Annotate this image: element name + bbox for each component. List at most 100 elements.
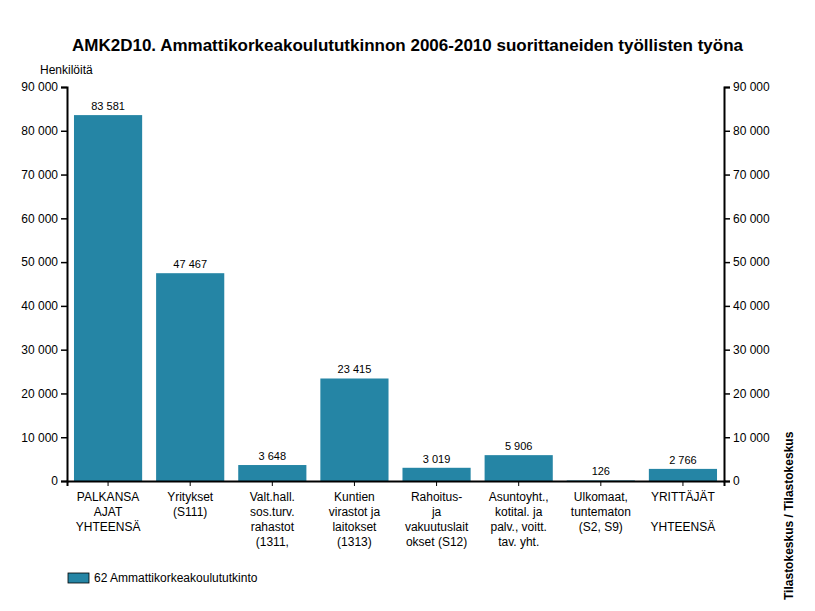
tick: 60 000 xyxy=(724,212,770,226)
tick-label: 70 000 xyxy=(21,168,58,182)
tick-mark xyxy=(61,393,67,395)
tick-mark xyxy=(724,306,730,308)
tick: 90 000 xyxy=(21,80,67,94)
tick: 0 xyxy=(724,474,740,488)
tick-label: Kuntienvirastot jalaitokset(1313) xyxy=(329,490,381,549)
tick-mark xyxy=(724,174,730,176)
tick-label: 90 000 xyxy=(733,80,770,94)
tick-label: YRITTÄJÄTYHTEENSÄ xyxy=(651,490,716,534)
tick-mark xyxy=(61,87,67,89)
data-label: 23 415 xyxy=(338,363,372,375)
tick: 10 000 xyxy=(724,431,770,445)
tick-mark xyxy=(682,481,683,486)
tick-mark xyxy=(724,87,730,89)
bar xyxy=(238,465,306,481)
tick: 30 000 xyxy=(724,343,770,357)
tick-mark xyxy=(61,218,67,220)
tick: PALKANSAAJATYHTEENSÄ xyxy=(76,481,141,534)
tick-mark xyxy=(61,131,67,133)
tick-mark xyxy=(108,481,109,486)
tick-mark xyxy=(61,437,67,439)
bar xyxy=(402,468,470,481)
y-axis: 010 00020 00030 00040 00050 00060 00070 … xyxy=(21,80,67,488)
tick-label: 0 xyxy=(51,474,58,488)
tick-mark xyxy=(436,481,437,486)
bar xyxy=(485,455,553,481)
axis-line xyxy=(68,482,725,487)
data-label: 3 019 xyxy=(423,453,451,465)
tick: 50 000 xyxy=(21,255,67,269)
x-axis: PALKANSAAJATYHTEENSÄ Yritykset(S111) Valt.… xyxy=(68,481,725,549)
tick-mark xyxy=(61,174,67,176)
data-labels: 83 58147 4673 64823 4153 0195 9061262 76… xyxy=(91,100,696,477)
axis-line xyxy=(61,88,68,482)
tick-mark xyxy=(61,262,67,264)
tick-label: 30 000 xyxy=(21,343,58,357)
title: AMK2D10. Ammattikorkeakoulututkinnon 200… xyxy=(72,36,744,55)
tick: 60 000 xyxy=(21,212,67,226)
tick: 20 000 xyxy=(724,387,770,401)
tick-label: 30 000 xyxy=(733,343,770,357)
bar xyxy=(156,273,224,481)
tick-mark xyxy=(724,262,730,264)
tick-mark xyxy=(272,481,273,486)
tick: 20 000 xyxy=(21,387,67,401)
tick: Ulkomaat,tuntematon(S2, S9) xyxy=(571,481,631,534)
tick: 0 xyxy=(51,474,67,488)
legend-swatch xyxy=(68,573,89,583)
tick-label: 50 000 xyxy=(21,255,58,269)
source: Tilastokeskus / Tilastokeskus xyxy=(782,431,796,600)
tick: 70 000 xyxy=(21,168,67,182)
tick: 80 000 xyxy=(724,124,770,138)
tick: Kuntienvirastot jalaitokset(1313) xyxy=(329,481,381,549)
tick-label: 10 000 xyxy=(733,431,770,445)
data-label: 5 906 xyxy=(505,440,533,452)
tick-mark xyxy=(724,218,730,220)
tick-label: 90 000 xyxy=(21,80,58,94)
tick-label: 40 000 xyxy=(21,299,58,313)
tick-label: 0 xyxy=(733,474,740,488)
chart: 83 58147 4673 64823 4153 0195 9061262 76… xyxy=(0,0,815,611)
tick-label: 40 000 xyxy=(733,299,770,313)
tick-mark xyxy=(724,349,730,351)
bar xyxy=(74,115,142,481)
tick-label: 70 000 xyxy=(733,168,770,182)
tick: 80 000 xyxy=(21,124,67,138)
tick: Rahoitus-javakuutuslaitokset (S12) xyxy=(405,481,469,549)
tick-label: PALKANSAAJATYHTEENSÄ xyxy=(76,490,141,534)
tick-label: Rahoitus-javakuutuslaitokset (S12) xyxy=(405,490,469,549)
tick-mark xyxy=(354,481,355,486)
tick-label: Yritykset(S111) xyxy=(167,490,214,519)
tick-label: Asuntoyht.,kotital. japalv., voitt.tav. … xyxy=(489,490,549,549)
tick-mark xyxy=(518,481,519,486)
tick: 30 000 xyxy=(21,343,67,357)
tick-mark xyxy=(724,437,730,439)
tick-mark xyxy=(724,131,730,133)
bar xyxy=(649,469,717,481)
tick: 40 000 xyxy=(724,299,770,313)
tick: 70 000 xyxy=(724,168,770,182)
tick-label: 80 000 xyxy=(21,124,58,138)
axis-line xyxy=(725,88,731,482)
tick-label: Ulkomaat,tuntematon(S2, S9) xyxy=(571,490,631,534)
tick-label: 20 000 xyxy=(733,387,770,401)
tick-mark xyxy=(190,481,191,486)
y-axis-title: Henkilöitä xyxy=(40,63,93,77)
tick: YRITTÄJÄTYHTEENSÄ xyxy=(651,481,716,534)
data-label: 126 xyxy=(592,465,610,477)
data-label: 47 467 xyxy=(173,258,207,270)
legend-label: 62 Ammattikorkeakoulututkinto xyxy=(94,571,258,585)
data-label: 83 581 xyxy=(91,100,125,112)
tick-label: 60 000 xyxy=(21,212,58,226)
tick-mark xyxy=(724,393,730,395)
tick-mark xyxy=(600,481,601,486)
tick: 40 000 xyxy=(21,299,67,313)
plot: 83 58147 4673 64823 4153 0195 9061262 76… xyxy=(21,80,770,549)
data-label: 3 648 xyxy=(259,450,287,462)
tick: 50 000 xyxy=(724,255,770,269)
bars xyxy=(74,115,717,481)
tick: Valt.hall.sos.turv.rahastot(1311, xyxy=(250,481,295,549)
y2-axis: 0 10 000 20 000 30 000 40 000 50 000 60 000 70 … xyxy=(724,80,770,488)
tick-label: 80 000 xyxy=(733,124,770,138)
tick-mark xyxy=(61,349,67,351)
